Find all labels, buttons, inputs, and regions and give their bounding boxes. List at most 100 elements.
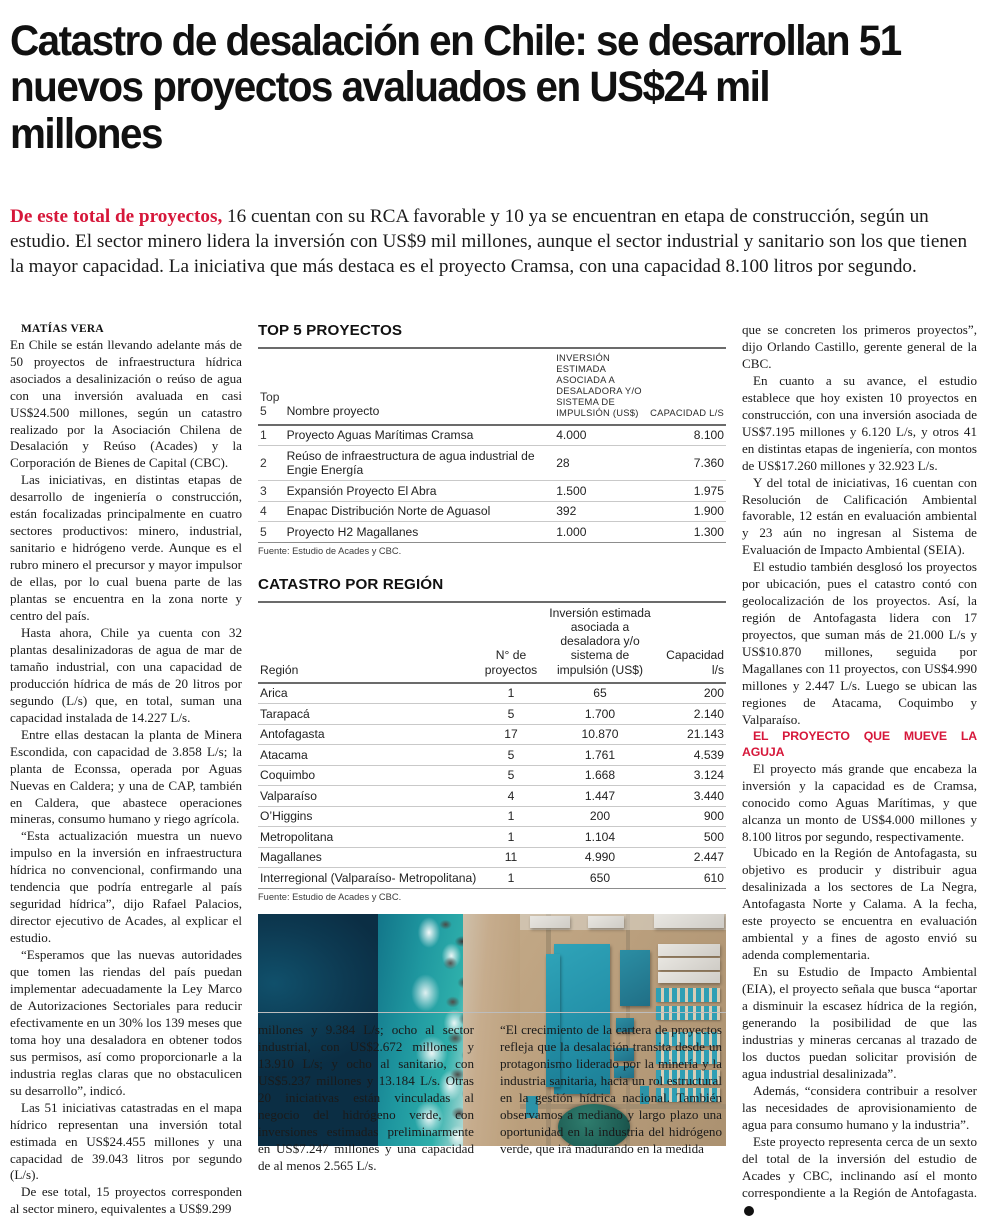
photo-warehouse — [658, 943, 720, 956]
cell-count: 1 — [480, 806, 542, 828]
lead-bold-opener: De este total de proyectos, — [10, 206, 223, 227]
cell-investment: 28 — [548, 445, 647, 482]
th-region: Región — [258, 600, 480, 684]
table-row: Interregional (Valparaíso- Metropolitana… — [258, 867, 726, 889]
cell-region: Interregional (Valparaíso- Metropolitana… — [258, 867, 480, 889]
cell-investment: 65 — [542, 682, 658, 705]
cell-investment: 1.500 — [548, 480, 647, 502]
th-rank: Top 5 — [258, 347, 285, 426]
th-investment: Inversión estimada asociada a desaladora… — [542, 600, 658, 684]
cell-capacity: 4.539 — [658, 744, 726, 766]
paragraph: En cuanto a su avance, el estudio establ… — [742, 372, 977, 473]
paragraph: En su Estudio de Impacto Ambiental (EIA)… — [742, 964, 977, 1081]
paragraph: Y del total de iniciativas, 16 cuentan c… — [742, 474, 977, 558]
photo-warehouse — [658, 971, 720, 983]
cell-count: 1 — [480, 826, 542, 848]
table-row: O’Higgins 1 200 900 — [258, 806, 726, 828]
cell-capacity: 3.124 — [658, 765, 726, 787]
photo-top-structures — [530, 915, 570, 928]
paragraph: millones y 9.384 L/s; ocho al sector ind… — [258, 1022, 474, 1173]
table-row: Atacama 5 1.761 4.539 — [258, 744, 726, 766]
cell-region: Arica — [258, 682, 480, 705]
cell-count: 11 — [480, 847, 542, 869]
paragraph: Las iniciativas, en distintas etapas de … — [10, 472, 242, 624]
cell-investment: 1.447 — [542, 785, 658, 807]
paragraph: Ubicado en la Región de Antofagasta, su … — [742, 845, 977, 963]
photo-membrane-rack — [656, 987, 720, 1002]
table-row: Metropolitana 1 1.104 500 — [258, 826, 726, 848]
lead-body: 16 cuentan con su RCA favorable y 10 ya … — [10, 206, 968, 277]
end-mark-icon: P — [744, 1205, 760, 1216]
table-row: 5 Proyecto H2 Magallanes 1.000 1.300 — [258, 521, 726, 543]
table-row: 2 Reúso de infraestructura de agua indus… — [258, 445, 726, 482]
article-column-right: que se concreten los primeros proyectos”… — [742, 322, 977, 1218]
section-subhead: EL PROYECTO QUE MUEVE LA AGUJA — [742, 728, 977, 759]
cell-project: Proyecto Aguas Marítimas Cramsa — [284, 424, 549, 447]
table-header-row: Top 5 Nombre proyecto Inversión estimada… — [258, 347, 726, 426]
paragraph: Además, “considera contribuir a resolver… — [742, 1082, 977, 1132]
photo-membrane-rack — [656, 1087, 720, 1102]
photo-small-building — [614, 1065, 634, 1078]
cell-capacity: 8.100 — [646, 424, 726, 447]
cell-investment: 200 — [542, 806, 658, 828]
cell-project: Proyecto H2 Magallanes — [284, 521, 549, 543]
cell-region: Antofagasta — [258, 724, 480, 746]
cell-investment: 1.000 — [548, 521, 647, 543]
th-capacity: Capacidad L/s — [646, 347, 726, 426]
photo-membrane-rack — [656, 1031, 720, 1046]
cell-investment: 392 — [548, 501, 647, 523]
cell-capacity: 900 — [658, 806, 726, 828]
cell-investment: 4.000 — [548, 424, 647, 447]
cell-region: Magallanes — [258, 847, 480, 869]
table-row: 4 Enapac Distribución Norte de Aguasol 3… — [258, 501, 726, 523]
photo-main-building-wing — [546, 953, 560, 1087]
region-panel-title: CATASTRO POR REGIÓN — [258, 575, 444, 593]
photo-secondary-building — [620, 949, 650, 1006]
photo-small-building — [640, 1085, 649, 1104]
paragraph: El proyecto más grande que encabeza la i… — [742, 760, 977, 844]
cell-project: Reúso de infraestructura de agua industr… — [284, 445, 549, 482]
byline: MATÍAS VERA — [21, 323, 104, 335]
cell-count: 5 — [480, 765, 542, 787]
photo-small-building — [614, 1047, 634, 1061]
cell-count: 5 — [480, 744, 542, 766]
cell-region: Valparaíso — [258, 785, 480, 807]
photo-circular-tank — [558, 1103, 630, 1146]
th-project-count: N° de proyectos — [480, 600, 542, 684]
top5-source-note: Fuente: Estudio de Acades y CBC. — [258, 545, 402, 556]
table-row: Magallanes 11 4.990 2.447 — [258, 847, 726, 869]
section-divider — [258, 1012, 726, 1013]
cell-region: Tarapacá — [258, 703, 480, 725]
article-column-mid-a: millones y 9.384 L/s; ocho al sector ind… — [258, 1022, 474, 1175]
cell-investment: 10.870 — [542, 724, 658, 746]
cell-investment: 650 — [542, 867, 658, 889]
article-column-left: MATÍAS VERA En Chile se están llevando a… — [10, 322, 242, 1218]
cell-investment: 1.668 — [542, 765, 658, 787]
th-capacity: Capacidad l/s — [658, 600, 726, 684]
cell-investment: 1.700 — [542, 703, 658, 725]
paragraph: El estudio también desglosó los proyecto… — [742, 559, 977, 727]
photo-top-structures — [654, 913, 724, 928]
paragraph: “Esperamos que las nuevas autoridades qu… — [10, 947, 242, 1098]
paragraph: “Esta actualización muestra un nuevo imp… — [10, 828, 242, 946]
table-row: 3 Expansión Proyecto El Abra 1.500 1.975 — [258, 480, 726, 502]
region-table: Región N° de proyectos Inversión estimad… — [258, 600, 726, 889]
cell-rank: 3 — [258, 480, 285, 502]
photo-road — [520, 1103, 726, 1109]
cell-capacity: 2.140 — [658, 703, 726, 725]
cell-count: 5 — [480, 703, 542, 725]
cell-region: O’Higgins — [258, 806, 480, 828]
paragraph-text: Este proyecto representa cerca de un sex… — [742, 1133, 977, 1200]
cell-capacity: 2.447 — [658, 847, 726, 869]
table-header-row: Región N° de proyectos Inversión estimad… — [258, 600, 726, 684]
cell-capacity: 500 — [658, 826, 726, 848]
table-row: 1 Proyecto Aguas Marítimas Cramsa 4.000 … — [258, 424, 726, 447]
photo-small-building — [526, 1095, 538, 1118]
th-investment: Inversión estimada asociada a desaladora… — [548, 347, 647, 426]
cell-capacity: 1.975 — [646, 480, 726, 502]
top5-table: Top 5 Nombre proyecto Inversión estimada… — [258, 347, 726, 543]
cell-investment: 1.761 — [542, 744, 658, 766]
photo-top-structures — [588, 915, 624, 928]
paragraph: que se concreten los primeros proyectos”… — [742, 322, 977, 371]
center-graphics-block: TOP 5 PROYECTOS Top 5 Nombre proyecto In… — [258, 322, 726, 1146]
